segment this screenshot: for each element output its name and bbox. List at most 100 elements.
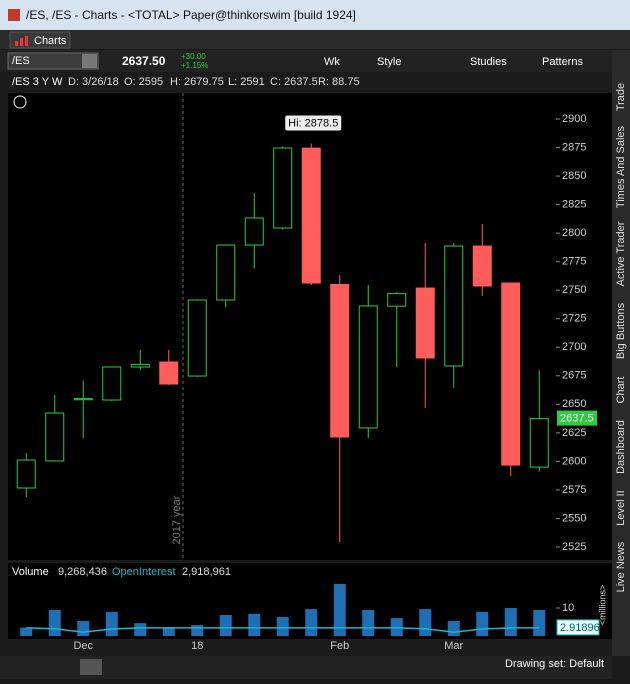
y-tick-label: 2725 bbox=[562, 313, 586, 325]
symbol: /ES bbox=[12, 55, 30, 67]
oi-last-box bbox=[556, 619, 600, 636]
window-title: /ES, /ES - Charts - <TOTAL> Paper@thinko… bbox=[26, 8, 356, 22]
candle-body bbox=[529, 418, 549, 468]
candle-body bbox=[415, 287, 435, 359]
volume-bar bbox=[134, 623, 147, 636]
change-pct: +1.15% bbox=[181, 61, 208, 70]
drawing-set[interactable]: Drawing set: Default bbox=[505, 658, 604, 670]
volume-bar bbox=[219, 615, 232, 636]
candle-body bbox=[444, 245, 464, 367]
volume-bar bbox=[20, 627, 33, 636]
sidebar-tab[interactable]: Big Buttons bbox=[615, 302, 627, 359]
title-bar bbox=[0, 0, 630, 30]
sidebar-tab[interactable]: Live News bbox=[615, 541, 627, 592]
oi-label: OpenInterest bbox=[112, 566, 176, 578]
app-icon bbox=[8, 9, 20, 21]
y-tick-label: 2800 bbox=[562, 227, 586, 239]
sidebar-tab[interactable]: Times And Sales bbox=[615, 125, 627, 208]
y-tick-label: 2675 bbox=[562, 370, 586, 382]
symbol-box[interactable] bbox=[7, 52, 99, 70]
oi-last-label: 2.91896 bbox=[560, 622, 600, 634]
info-bar bbox=[0, 73, 612, 91]
volume-bar bbox=[533, 609, 546, 636]
y-tick-label: 2600 bbox=[562, 455, 586, 467]
candle-body bbox=[358, 305, 378, 429]
sidebar-tab[interactable]: Trade bbox=[615, 83, 627, 111]
sidebar-tab[interactable]: Active Trader bbox=[615, 221, 627, 286]
candle-body bbox=[501, 282, 521, 466]
patterns-button[interactable]: Patterns bbox=[542, 56, 583, 68]
price-axis bbox=[556, 93, 612, 560]
y-tick-label: 2875 bbox=[562, 141, 586, 153]
last-price-label: 2637.5 bbox=[560, 413, 594, 425]
info-date: D: 3/26/18 bbox=[68, 76, 119, 88]
x-tick-label: Feb bbox=[330, 640, 349, 652]
y-tick-label: 2850 bbox=[562, 170, 586, 182]
volume-bar bbox=[191, 625, 204, 636]
sidebar bbox=[612, 50, 630, 656]
tab-label: Charts bbox=[34, 35, 67, 47]
collapse-button[interactable] bbox=[80, 659, 102, 675]
y-tick-label: 2550 bbox=[562, 512, 586, 524]
volume-bar bbox=[248, 613, 261, 636]
y-tick-label: 2775 bbox=[562, 256, 586, 268]
style-button[interactable]: Style bbox=[377, 56, 401, 68]
volume-bar bbox=[77, 620, 90, 636]
candle-body bbox=[472, 245, 492, 287]
candle-body bbox=[244, 217, 264, 246]
period-button[interactable]: Wk bbox=[324, 56, 340, 68]
volume-bar bbox=[333, 583, 346, 636]
volume-bar bbox=[419, 609, 432, 636]
candle-body bbox=[387, 293, 407, 307]
oi-value: 2,918,961 bbox=[182, 566, 231, 578]
y-tick-label: 10 bbox=[562, 602, 574, 614]
x-tick-label: 18 bbox=[191, 640, 203, 652]
candle-body bbox=[273, 147, 293, 229]
symbol-dropdown[interactable] bbox=[82, 54, 97, 68]
volume-bar bbox=[504, 608, 517, 636]
y-axis-label: <millions> bbox=[597, 585, 607, 626]
bottom-bar bbox=[0, 656, 612, 679]
candle-body bbox=[301, 147, 321, 284]
candle-body bbox=[73, 398, 93, 401]
volume-bar bbox=[476, 611, 489, 636]
volume-label: Volume bbox=[12, 566, 49, 578]
candle-body bbox=[45, 412, 65, 462]
candle-body bbox=[159, 361, 179, 385]
hi-label-box bbox=[285, 115, 342, 131]
last-price-box bbox=[557, 410, 597, 426]
volume-bar bbox=[390, 618, 403, 636]
studies-button[interactable]: Studies bbox=[470, 56, 507, 68]
volume-bar bbox=[48, 609, 61, 636]
sidebar-tab[interactable]: Dashboard bbox=[615, 420, 627, 474]
y-tick-label: 2900 bbox=[562, 113, 586, 125]
change: +30.00 bbox=[181, 52, 206, 61]
info-high: H: 2679.75 bbox=[170, 76, 224, 88]
y-tick-label: 2750 bbox=[562, 284, 586, 296]
y-tick-label: 2825 bbox=[562, 199, 586, 211]
volume-value: 9,268,436 bbox=[58, 566, 107, 578]
open-interest-line bbox=[26, 627, 540, 633]
x-tick-label: Dec bbox=[73, 640, 93, 652]
volume-bar bbox=[447, 620, 460, 636]
sidebar-tab[interactable]: Level II bbox=[615, 490, 627, 525]
info-range: R: 88.75 bbox=[318, 76, 360, 88]
candle-body bbox=[216, 244, 236, 301]
volume-bar bbox=[305, 609, 318, 636]
info-open: O: 2595 bbox=[124, 76, 163, 88]
y-tick-label: 2650 bbox=[562, 398, 586, 410]
candle-body bbox=[330, 284, 350, 438]
x-tick-label: Mar bbox=[444, 640, 463, 652]
candle-body bbox=[130, 363, 150, 368]
toolbar bbox=[0, 50, 630, 72]
info-close: C: 2637.5 bbox=[270, 76, 318, 88]
info-low: L: 2591 bbox=[228, 76, 265, 88]
last-price: 2637.50 bbox=[122, 54, 166, 68]
sidebar-tab[interactable]: Chart bbox=[615, 377, 627, 404]
info-label: /ES 3 Y W bbox=[12, 76, 63, 88]
candle-body bbox=[102, 366, 122, 401]
tab-icon bbox=[15, 41, 18, 46]
volume-bar bbox=[105, 611, 118, 636]
alert-icon bbox=[13, 95, 27, 109]
